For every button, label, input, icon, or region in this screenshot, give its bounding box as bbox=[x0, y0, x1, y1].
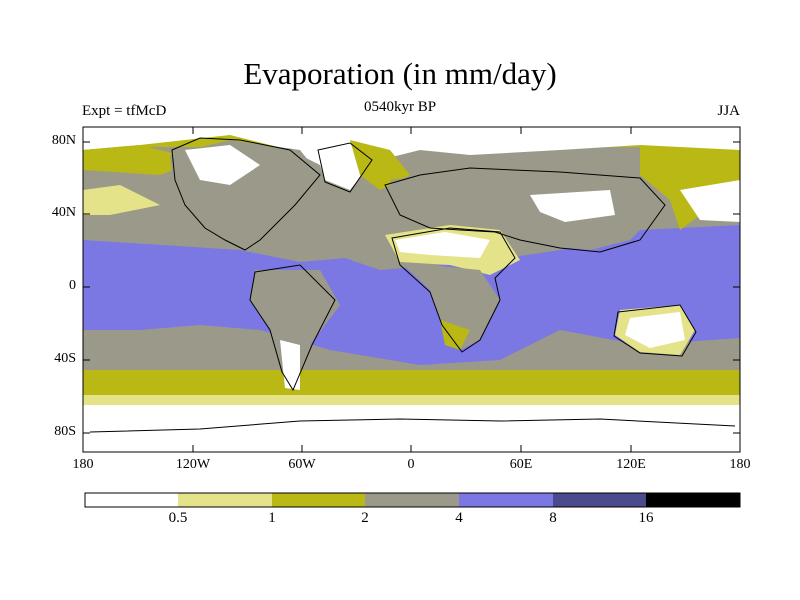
colorbar-box-0 bbox=[85, 493, 178, 507]
lat-tick-marks bbox=[83, 141, 740, 434]
lat-tick-label: 80N bbox=[51, 133, 76, 148]
chart-title: Evaporation (in mm/day) bbox=[243, 56, 557, 91]
colorbar-box-6 bbox=[646, 493, 740, 507]
lon-tick-marks bbox=[82, 127, 741, 452]
colorbar-label: 1 bbox=[268, 510, 276, 526]
lon-tick-label: 0 bbox=[407, 457, 415, 472]
colorbar-label: 2 bbox=[361, 510, 369, 526]
colorbar-box-4 bbox=[459, 493, 553, 507]
colorbar-box-3 bbox=[365, 493, 459, 507]
lon-tick-label: 120E bbox=[616, 457, 646, 472]
experiment-label: Expt = tfMcD bbox=[82, 103, 167, 119]
season-label: JJA bbox=[717, 103, 740, 119]
colorbar-box-2 bbox=[272, 493, 365, 507]
colorbar-box-1 bbox=[178, 493, 272, 507]
chart-subtitle: 0540kyr BP bbox=[363, 99, 437, 115]
colorbar-label: 16 bbox=[638, 510, 654, 526]
lat-tick-label: 80S bbox=[54, 424, 76, 439]
colorbar-label: 0.5 bbox=[168, 510, 188, 526]
lon-tick-label: 120W bbox=[175, 457, 211, 472]
lon-tick-label: 180 bbox=[729, 457, 751, 472]
evaporation-field bbox=[83, 127, 740, 452]
lat-tick-label: 40S bbox=[54, 351, 76, 366]
lon-tick-label: 60W bbox=[288, 457, 316, 472]
colorbar-label: 4 bbox=[455, 510, 463, 526]
colorbar-box-5 bbox=[553, 493, 646, 507]
lat-tick-label: 40N bbox=[51, 205, 76, 220]
lon-tick-label: 60E bbox=[509, 457, 533, 472]
lat-tick-label: 0 bbox=[69, 278, 76, 293]
colorbar-label: 8 bbox=[549, 510, 557, 526]
lon-tick-label: 180 bbox=[72, 457, 94, 472]
colorbar bbox=[84, 492, 741, 508]
coastlines bbox=[89, 137, 736, 433]
